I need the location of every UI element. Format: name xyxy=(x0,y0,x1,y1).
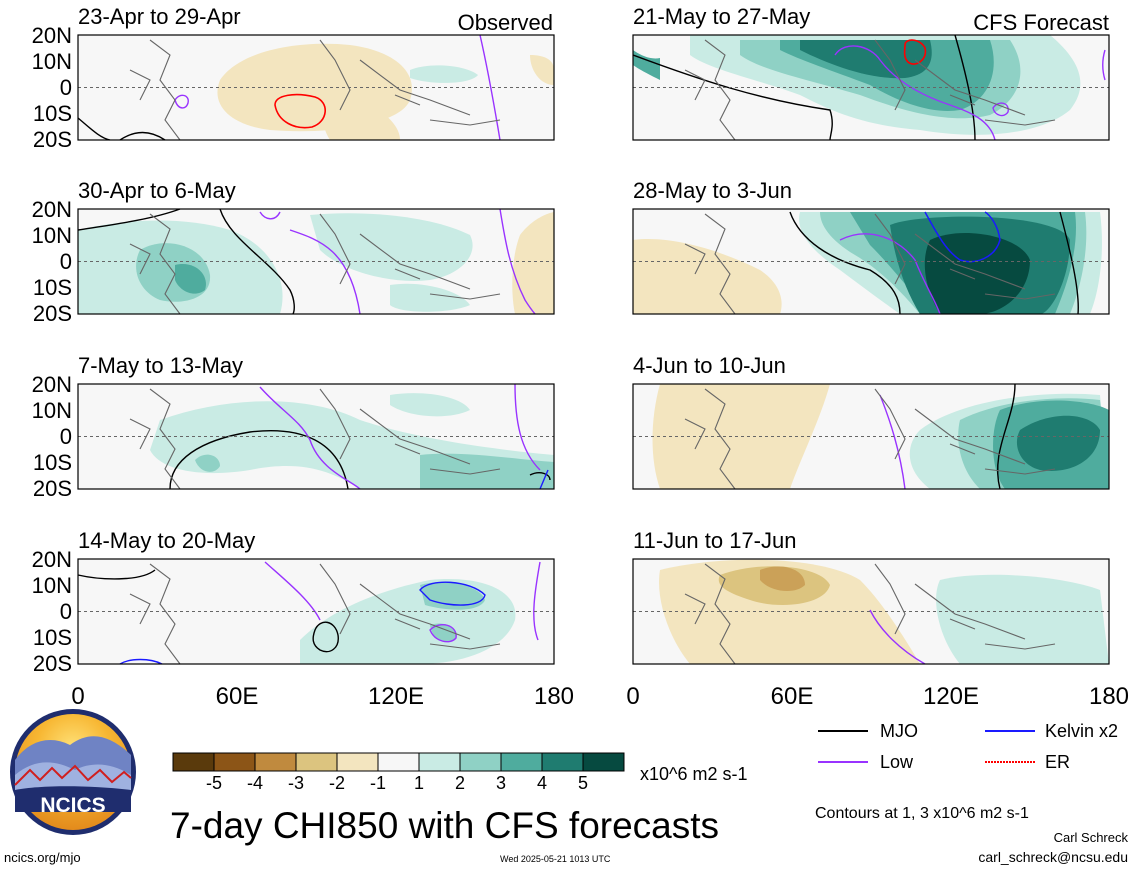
colorbar-tick-label: 5 xyxy=(578,773,588,793)
legend-label-low: Low xyxy=(880,752,914,772)
panel-title: 4-Jun to 10-Jun xyxy=(633,353,786,378)
lat-tick: 10N xyxy=(32,49,72,74)
lon-tick: 180 xyxy=(534,683,574,710)
panel-4jun-10jun: 4-Jun to 10-Jun xyxy=(632,353,1110,490)
lat-tick: 20N xyxy=(32,372,72,397)
website: ncics.org/mjo xyxy=(4,850,81,865)
lon-tick: 0 xyxy=(71,683,84,710)
lat-tick: 20S xyxy=(33,127,72,152)
panel-title: 14-May to 20-May xyxy=(78,528,255,553)
colorbar-tick-label: -5 xyxy=(206,773,222,793)
units-label: x10^6 m2 s-1 xyxy=(640,764,748,784)
colorbar-tick-label: -2 xyxy=(329,773,345,793)
colorbar-swatch xyxy=(213,752,256,772)
colorbar-tick-label: 1 xyxy=(414,773,424,793)
panel-21may-27may: 21-May to 27-May CFS Forecast xyxy=(632,4,1110,141)
lat-tick: 10S xyxy=(33,450,72,475)
lat-tick: 0 xyxy=(60,249,72,274)
lat-tick: 10N xyxy=(32,573,72,598)
lat-tick: 10S xyxy=(33,625,72,650)
colorbar: -5 -4 -3 -2 -1 1 2 3 4 5 xyxy=(172,752,625,793)
logo-text: NCICS xyxy=(40,794,105,817)
legend-label-mjo: MJO xyxy=(880,721,918,741)
lat-tick: 0 xyxy=(60,75,72,100)
panel-title: 21-May to 27-May xyxy=(633,4,810,29)
colorbar-swatch xyxy=(541,752,584,772)
lon-tick: 120E xyxy=(923,683,979,710)
colorbar-swatch xyxy=(418,752,461,772)
lat-tick: 20S xyxy=(33,651,72,676)
panel-title: 7-May to 13-May xyxy=(78,353,243,378)
colorbar-swatch xyxy=(582,752,625,772)
forecast-label: CFS Forecast xyxy=(973,10,1109,35)
lat-tick: 10S xyxy=(33,101,72,126)
colorbar-tick-label: -4 xyxy=(247,773,263,793)
lon-tick: 180 xyxy=(1089,683,1129,710)
colorbar-tick-label: 4 xyxy=(537,773,547,793)
colorbar-swatch xyxy=(172,752,215,772)
lat-tick: 0 xyxy=(60,599,72,624)
panel-title: 28-May to 3-Jun xyxy=(633,178,792,203)
lat-tick: 20N xyxy=(32,547,72,572)
colorbar-tick-label: -3 xyxy=(288,773,304,793)
lon-tick: 120E xyxy=(368,683,424,710)
lon-tick: 60E xyxy=(771,683,814,710)
colorbar-swatch xyxy=(500,752,543,772)
lon-tick: 0 xyxy=(626,683,639,710)
panel-11jun-17jun: 11-Jun to 17-Jun 0 60E 120E 180 xyxy=(626,528,1129,710)
panel-7may-13may: 7-May to 13-May 20N 10N 0 10S 20S xyxy=(32,353,555,501)
lat-tick: 20S xyxy=(33,476,72,501)
timestamp: Wed 2025-05-21 1013 UTC xyxy=(500,854,611,864)
panel-14may-20may: 14-May to 20-May 20N 10N 0 10S 20S 0 60E… xyxy=(32,528,574,710)
lat-tick: 20N xyxy=(32,23,72,48)
colorbar-swatch xyxy=(459,752,502,772)
colorbar-tick-label: 3 xyxy=(496,773,506,793)
panel-title: 30-Apr to 6-May xyxy=(78,178,236,203)
lat-tick: 10N xyxy=(32,398,72,423)
lat-tick: 10N xyxy=(32,223,72,248)
observed-label: Observed xyxy=(458,10,553,35)
panel-title: 23-Apr to 29-Apr xyxy=(78,4,241,29)
ncics-logo: NCICS xyxy=(10,709,136,835)
figure-title: 7-day CHI850 with CFS forecasts xyxy=(170,805,719,846)
lon-tick: 60E xyxy=(216,683,259,710)
colorbar-tick-label: -1 xyxy=(370,773,386,793)
colorbar-swatch xyxy=(377,752,420,772)
lat-tick: 20N xyxy=(32,197,72,222)
lat-tick: 20S xyxy=(33,301,72,326)
author: Carl Schreck xyxy=(1054,830,1129,845)
legend-label-er: ER xyxy=(1045,752,1070,772)
contour-note: Contours at 1, 3 x10^6 m2 s-1 xyxy=(815,805,1029,822)
panel-30apr-6may: 30-Apr to 6-May 20N 10N 0 10S 20S xyxy=(32,178,555,326)
legend: MJO Kelvin x2 Low ER xyxy=(818,721,1118,772)
legend-label-kelvin: Kelvin x2 xyxy=(1045,721,1118,741)
lat-tick: 10S xyxy=(33,275,72,300)
colorbar-tick-label: 2 xyxy=(455,773,465,793)
colorbar-swatch xyxy=(336,752,379,772)
email: carl_schreck@ncsu.edu xyxy=(978,849,1128,865)
colorbar-swatch xyxy=(295,752,338,772)
panel-28may-3jun: 28-May to 3-Jun xyxy=(632,178,1110,315)
colorbar-swatch xyxy=(254,752,297,772)
panel-title: 11-Jun to 17-Jun xyxy=(633,528,796,553)
panel-23apr-29apr: 23-Apr to 29-Apr Observed 20N 10N 0 10S … xyxy=(32,4,555,152)
lat-tick: 0 xyxy=(60,424,72,449)
